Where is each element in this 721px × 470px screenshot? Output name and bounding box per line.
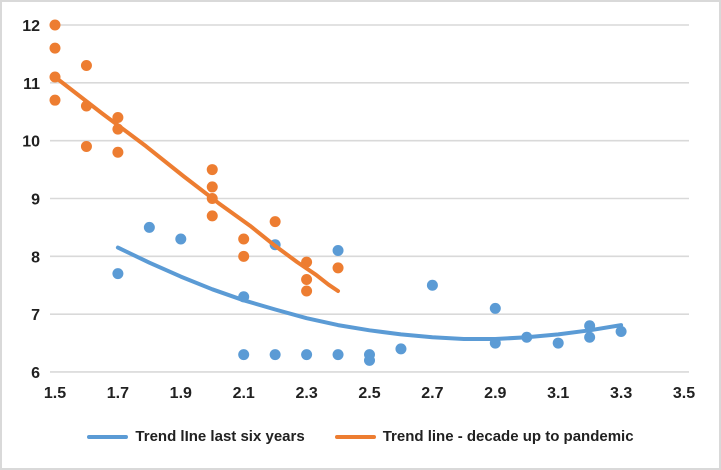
- data-point: [175, 233, 187, 245]
- data-point: [206, 181, 218, 193]
- y-tick-label-7: 7: [31, 307, 40, 324]
- data-point: [49, 19, 61, 31]
- trendline-orange: [53, 75, 340, 293]
- data-point: [238, 250, 250, 262]
- data-point: [112, 146, 124, 158]
- x-tick-label-2.5: 2.5: [358, 385, 380, 402]
- legend: Trend lIne last six years Trend line - d…: [2, 428, 719, 445]
- data-point: [332, 262, 344, 274]
- y-tick-label-12: 12: [22, 18, 40, 35]
- data-point: [112, 112, 124, 124]
- data-point: [206, 164, 218, 176]
- y-tick-label-11: 11: [23, 76, 40, 93]
- data-point: [269, 216, 281, 228]
- x-tick-label-1.9: 1.9: [170, 385, 192, 402]
- legend-item-last-six-years[interactable]: Trend lIne last six years: [87, 428, 305, 445]
- data-point: [143, 221, 155, 233]
- legend-line-sample-orange: [334, 434, 376, 439]
- data-point: [269, 349, 281, 361]
- data-point: [238, 233, 250, 245]
- trendline-blue: [115, 245, 624, 341]
- data-point: [301, 273, 313, 285]
- x-tick-label-2.1: 2.1: [233, 385, 255, 402]
- x-tick-label-3.1: 3.1: [547, 385, 569, 402]
- data-point: [206, 210, 218, 222]
- legend-line-sample-blue: [87, 434, 129, 439]
- x-tick-label-1.5: 1.5: [44, 385, 66, 402]
- data-point: [332, 349, 344, 361]
- data-point: [112, 268, 124, 280]
- data-point: [364, 354, 375, 366]
- data-point: [395, 343, 407, 355]
- legend-label-last-six-years: Trend lIne last six years: [135, 428, 305, 445]
- x-tick-label-2.3: 2.3: [295, 385, 317, 402]
- data-point: [80, 140, 92, 152]
- y-tick-label-10: 10: [22, 134, 40, 151]
- data-point: [615, 325, 627, 337]
- data-point: [301, 285, 313, 297]
- data-point: [238, 349, 250, 361]
- x-tick-label-1.7: 1.7: [107, 385, 129, 402]
- data-point: [301, 349, 313, 361]
- data-point: [426, 279, 438, 291]
- x-tick-label-3.5: 3.5: [673, 385, 695, 402]
- y-tick-label-6: 6: [31, 365, 40, 382]
- data-point: [552, 337, 564, 349]
- data-point: [584, 331, 596, 343]
- y-tick-label-9: 9: [31, 191, 40, 208]
- data-point: [332, 245, 344, 257]
- data-point: [49, 94, 61, 106]
- x-tick-label-3.3: 3.3: [610, 385, 632, 402]
- x-tick-label-2.7: 2.7: [421, 385, 443, 402]
- legend-item-decade-pre-pandemic[interactable]: Trend line - decade up to pandemic: [334, 428, 634, 445]
- legend-label-decade-pre-pandemic: Trend line - decade up to pandemic: [382, 428, 634, 445]
- y-tick-label-8: 8: [31, 249, 40, 266]
- data-point: [49, 42, 61, 54]
- x-tick-label-2.9: 2.9: [484, 385, 506, 402]
- data-point: [489, 302, 501, 314]
- data-point: [80, 59, 92, 71]
